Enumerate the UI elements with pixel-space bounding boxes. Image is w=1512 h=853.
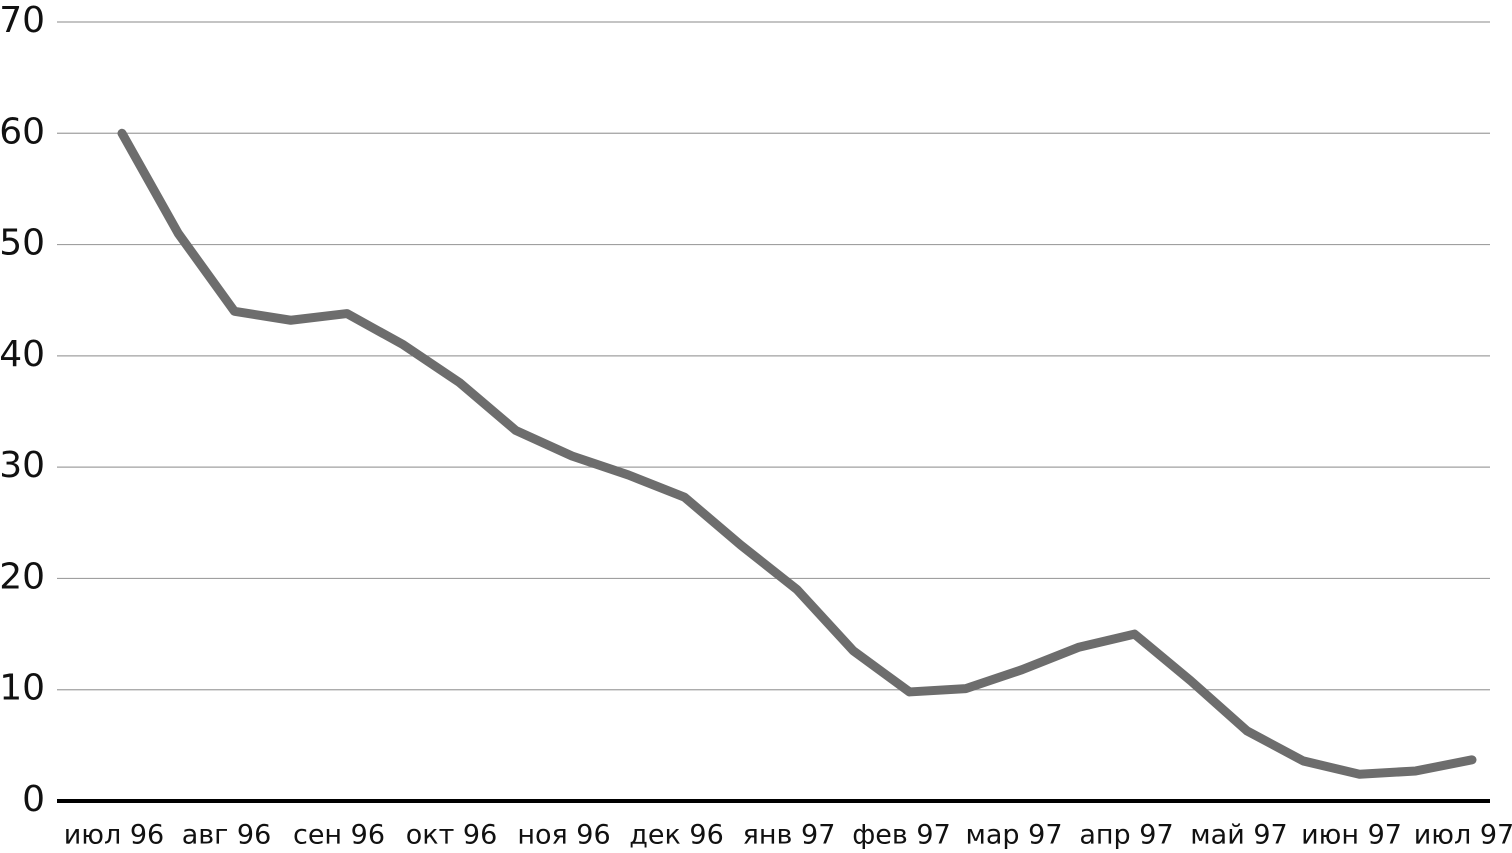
x-tick-label: окт 96	[406, 820, 498, 851]
y-tick-label: 50	[0, 223, 45, 264]
x-tick-label: авг 96	[182, 820, 272, 851]
y-tick-label: 10	[0, 668, 45, 709]
y-tick-label: 40	[0, 334, 45, 375]
x-tick-label: янв 97	[743, 820, 836, 851]
x-tick-label: июл 97	[1414, 820, 1512, 851]
y-tick-label: 20	[0, 556, 45, 597]
data-line	[117, 128, 1477, 779]
y-tick-label: 60	[0, 111, 45, 152]
x-tick-label: апр 97	[1079, 820, 1173, 851]
x-tick-label: мар 97	[966, 820, 1063, 851]
x-tick-label: июл 96	[64, 820, 164, 851]
x-tick-label: дек 96	[629, 820, 724, 851]
y-tick-label: 30	[0, 445, 45, 486]
y-tick-label: 70	[0, 0, 45, 41]
x-tick-label: май 97	[1190, 820, 1287, 851]
x-tick-label: фев 97	[852, 820, 951, 851]
y-tick-label: 0	[22, 779, 45, 820]
x-tick-label: июн 97	[1301, 820, 1402, 851]
x-tick-label: ноя 96	[517, 820, 610, 851]
x-tick-label: сен 96	[293, 820, 385, 851]
